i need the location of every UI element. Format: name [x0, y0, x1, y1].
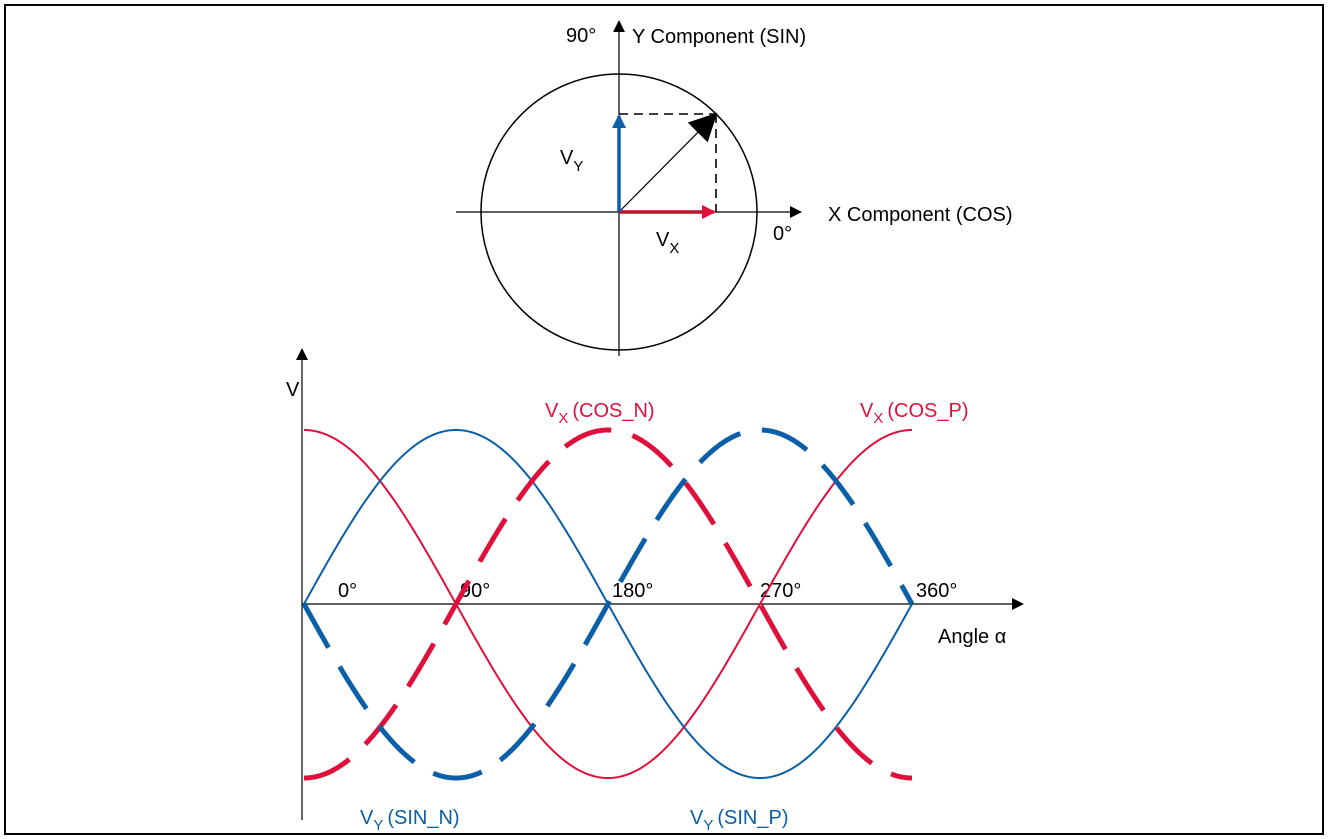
tick-label: 0°: [338, 580, 357, 602]
v-axis-label: V: [286, 379, 300, 401]
sin-n-curve: [301, 427, 915, 781]
waveform-group: V Angle α 0° 90° 180° 270° 360° VX (COS_N) VX…: [286, 348, 1024, 834]
cos-p-curve: [303, 429, 913, 780]
vy-label: VY: [560, 147, 583, 175]
resultant-vector: [618, 112, 718, 213]
sin-p-label: VY (SIN_P): [690, 807, 788, 834]
waveform-curves: [301, 427, 915, 781]
x-axis-title: X Component (COS): [828, 204, 1013, 226]
vector-circle-group: 90° Y Component (SIN) X Component (COS) …: [456, 20, 1013, 356]
sin-n-label: VY (SIN_N): [360, 807, 460, 834]
x-axis-angle-label: 0°: [773, 223, 792, 245]
vx-label: VX: [656, 229, 679, 257]
tick-label: 360°: [916, 580, 957, 602]
cos-p-label: VX (COS_P): [860, 400, 968, 427]
tick-labels: 0° 90° 180° 270° 360°: [338, 580, 957, 602]
diagram-frame: [4, 4, 1324, 835]
y-axis-angle-label: 90°: [566, 25, 596, 47]
cos-n-curve: [303, 427, 913, 781]
cos-n-label: VX (COS_N): [545, 400, 655, 427]
angle-axis-label: Angle α: [938, 626, 1006, 648]
y-axis-title: Y Component (SIN): [632, 26, 806, 48]
tick-label: 180°: [612, 580, 653, 602]
